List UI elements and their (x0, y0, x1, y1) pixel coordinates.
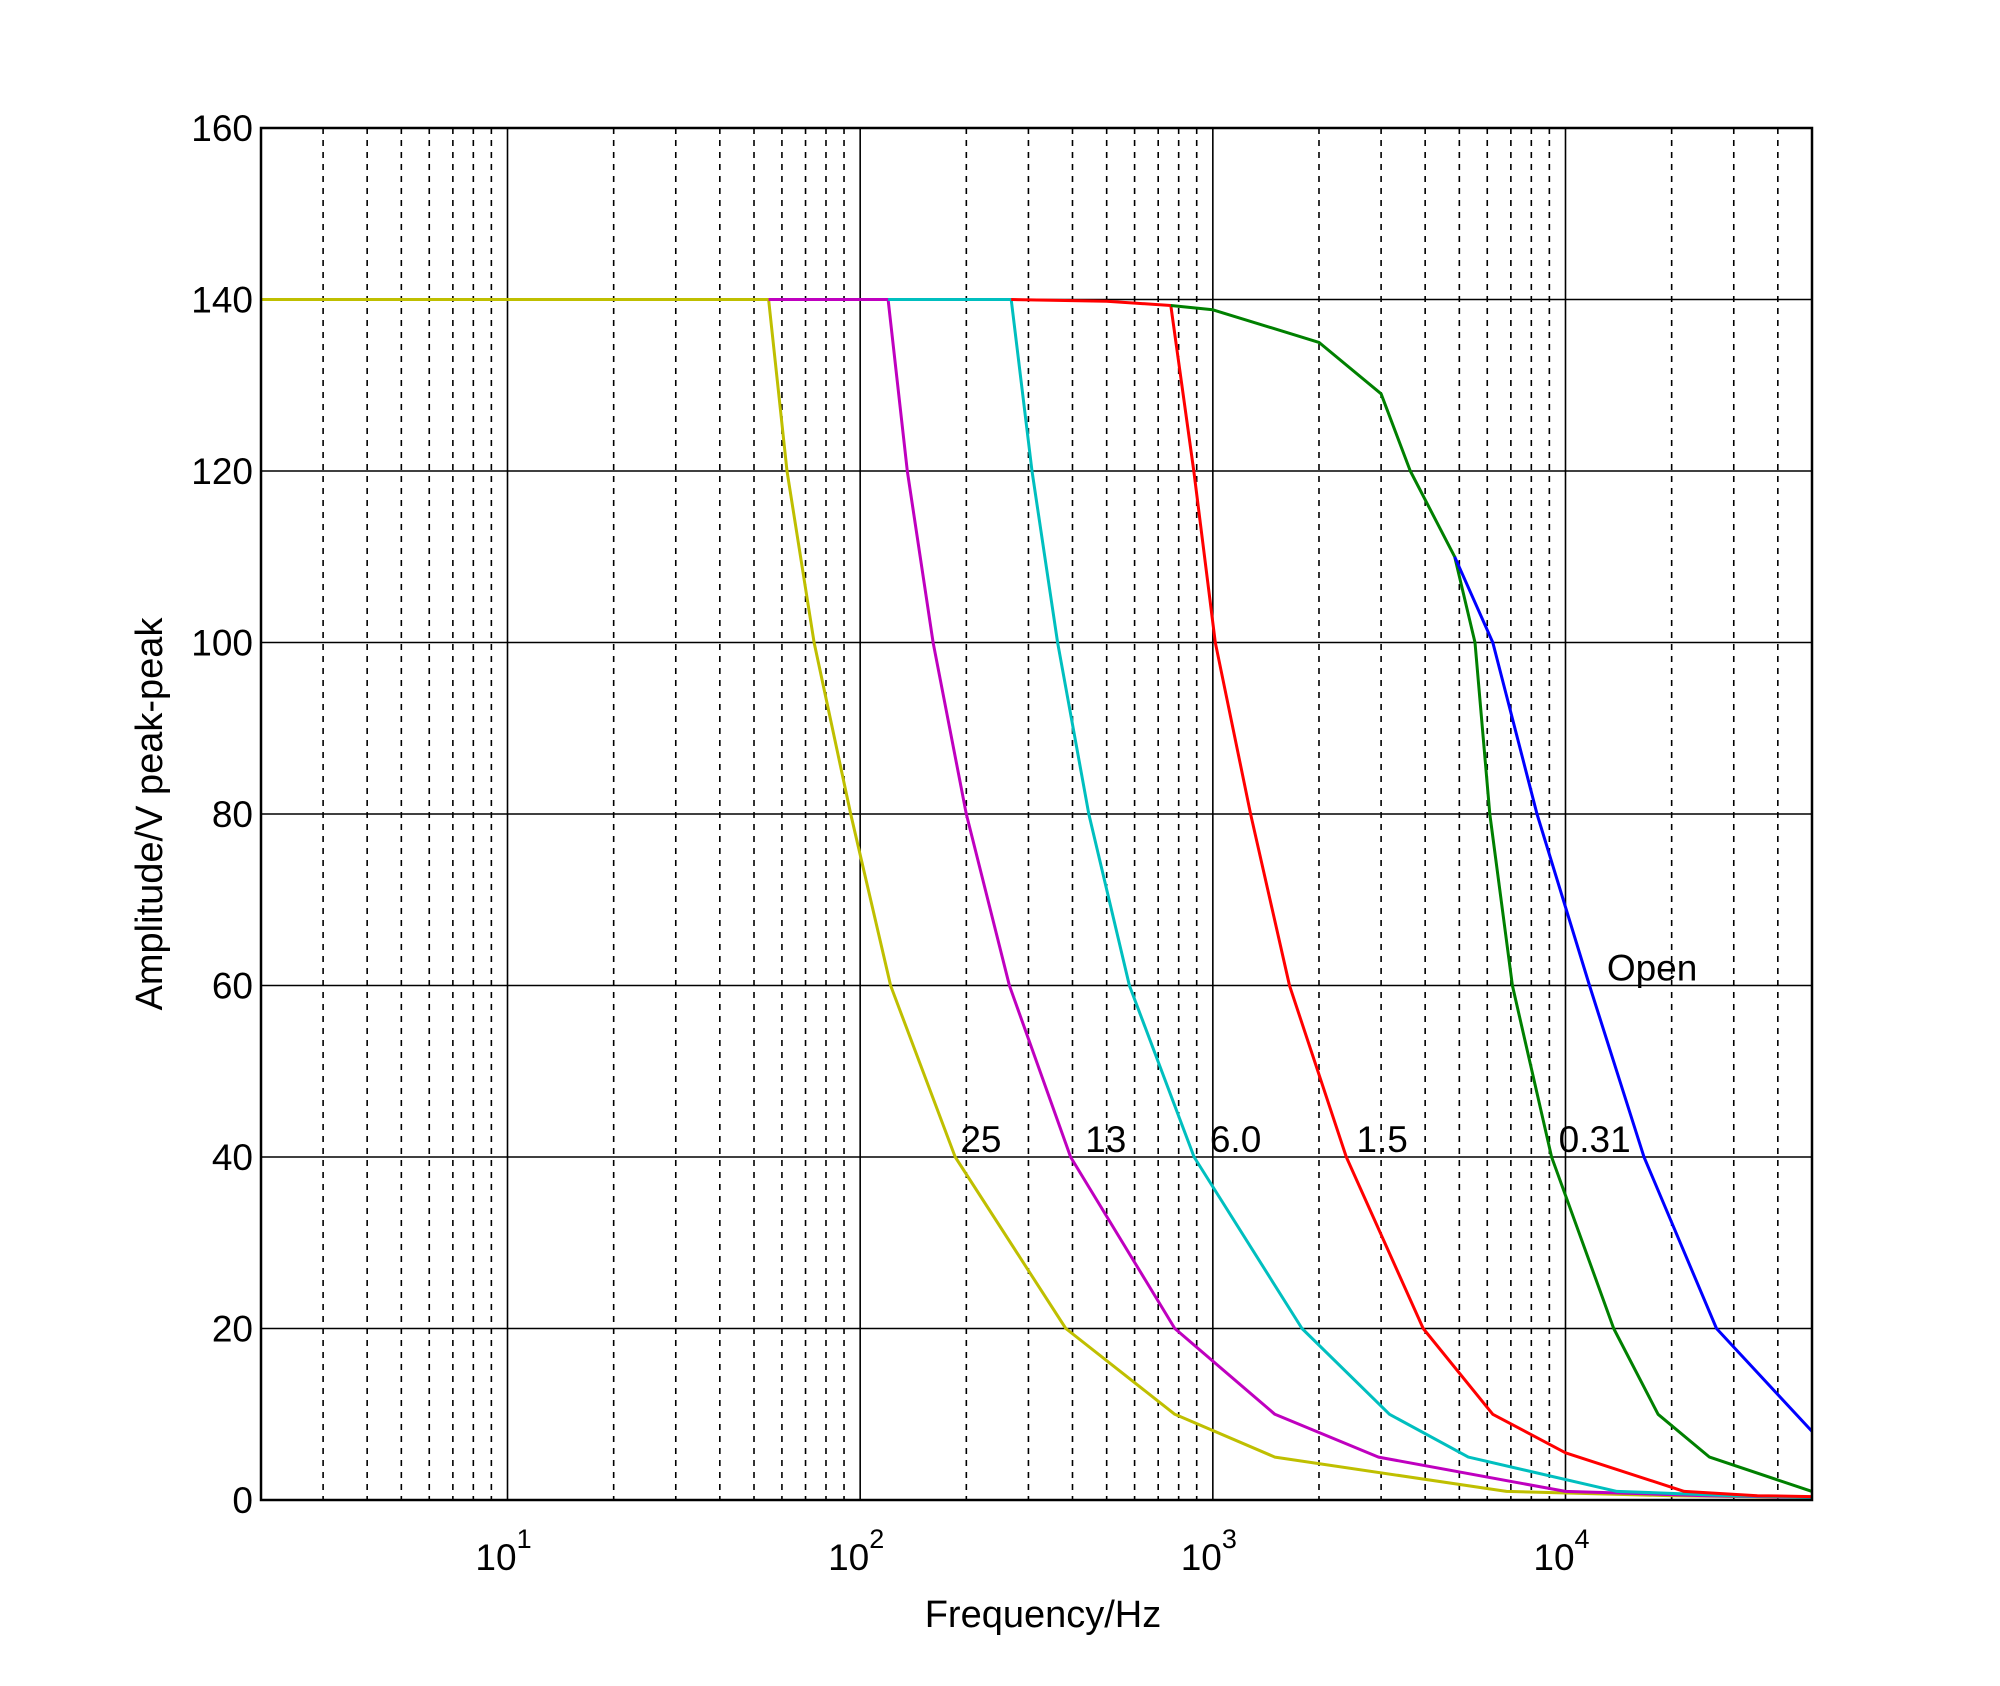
series-label-6-0: 6.0 (1210, 1119, 1261, 1160)
series-line-0-31 (1170, 304, 1813, 1493)
x-tick-label: 101 (475, 1524, 531, 1578)
y-tick-label: 20 (212, 1309, 253, 1350)
y-tick-label: 140 (191, 280, 253, 321)
series-label-13: 13 (1085, 1119, 1126, 1160)
y-tick-label: 80 (212, 794, 253, 835)
series-label-25: 25 (960, 1119, 1001, 1160)
y-tick-label: 40 (212, 1137, 253, 1178)
grid (260, 127, 1813, 1501)
y-axis-label: Amplitude/V peak-peak (129, 617, 171, 1011)
x-axis-label: Frequency/Hz (925, 1594, 1162, 1636)
series-group (261, 298, 1814, 1499)
series-label-open: Open (1607, 947, 1698, 988)
series-line-open (1453, 556, 1814, 1433)
series-labels: 25 13 6.0 1.5 0.31 Open (960, 947, 1697, 1160)
x-tick-label: 102 (828, 1524, 884, 1578)
series-label-0-31: 0.31 (1559, 1119, 1631, 1160)
y-tick-label: 100 (191, 623, 253, 664)
y-tick-label: 0 (232, 1480, 253, 1521)
series-line-25 (261, 298, 1813, 1499)
series-label-1-5: 1.5 (1356, 1119, 1407, 1160)
y-tick-label: 60 (212, 966, 253, 1007)
series-line-13 (768, 298, 1813, 1499)
y-tick-label: 160 (191, 108, 253, 149)
x-tick-labels: 101 102 103 104 (475, 1524, 1589, 1578)
x-tick-label: 104 (1533, 1524, 1589, 1578)
series-line-6-0 (888, 298, 1813, 1499)
y-tick-label: 120 (191, 451, 253, 492)
plot-frame (259, 126, 1814, 1502)
x-tick-label: 103 (1181, 1524, 1237, 1578)
y-tick-labels: 0 20 40 60 80 100 120 140 160 (191, 108, 253, 1521)
series-line-1-5 (1011, 298, 1813, 1499)
